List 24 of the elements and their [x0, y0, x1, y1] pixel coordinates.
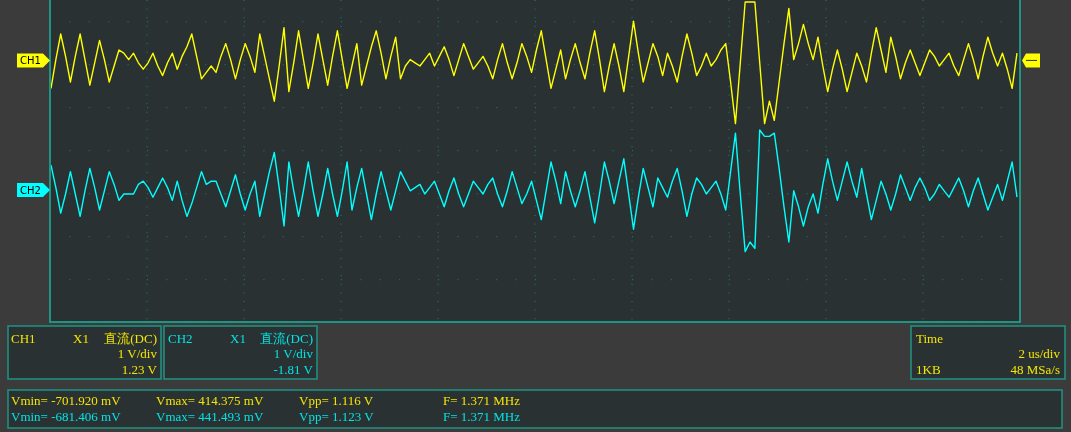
text: Vmax= 441.493 mV [156, 409, 264, 424]
text: 1 V/div [117, 346, 158, 361]
series-label: CH2 [20, 185, 41, 197]
text: Vpp= 1.123 V [299, 409, 375, 424]
text: 2 us/div [1018, 346, 1061, 361]
text: F= 1.371 MHz [443, 393, 521, 408]
text: Vpp= 1.116 V [299, 393, 374, 408]
text: Vmin= -681.406 mV [11, 409, 122, 424]
text: Vmin= -701.920 mV [11, 393, 122, 408]
text: CH1 [11, 331, 36, 346]
text: X1 [230, 331, 246, 346]
text: 直流(DC) [260, 331, 313, 346]
text: Vmax= 414.375 mV [156, 393, 264, 408]
series-label: CH1 [20, 55, 41, 67]
text: 1 V/div [273, 346, 314, 361]
text: -1.81 V [273, 362, 314, 377]
text: X1 [73, 331, 89, 346]
text: 1KB [916, 362, 941, 377]
text: CH2 [168, 331, 193, 346]
text: 48 MSa/s [1010, 362, 1060, 377]
text: 直流(DC) [104, 331, 157, 346]
text: Time [916, 331, 944, 346]
text: 1.23 V [121, 362, 158, 377]
text: F= 1.371 MHz [443, 409, 521, 424]
